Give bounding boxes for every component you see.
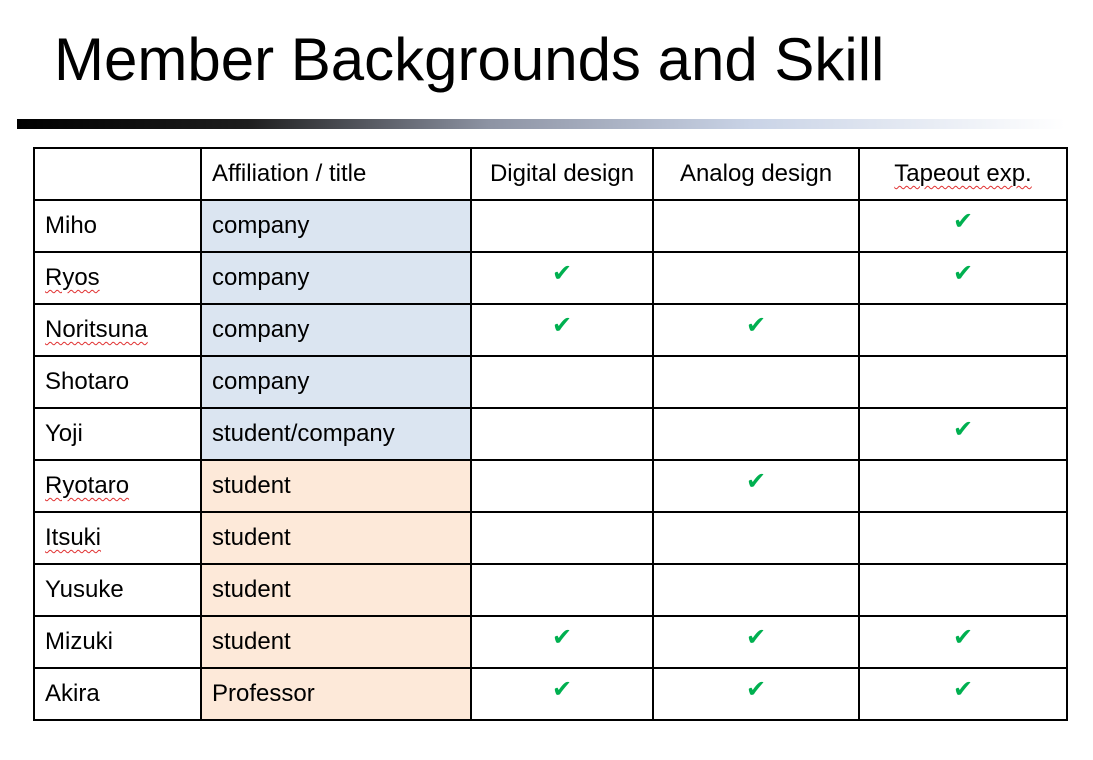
analog-skill-cell [652, 511, 860, 565]
check-mark-icon: ✔ [745, 468, 767, 495]
analog-skill-cell [652, 407, 860, 461]
table-header-row: Affiliation / title Digital design Analo… [33, 147, 1068, 201]
tapeout-skill-cell [858, 459, 1068, 513]
check-mark-icon: ✔ [551, 624, 573, 651]
tapeout-skill-cell [858, 511, 1068, 565]
table-row: Noritsuna company ✔ ✔ [33, 303, 1068, 357]
affiliation-cell: company [200, 251, 472, 305]
member-name: Itsuki [45, 524, 102, 551]
tapeout-skill-cell: ✔ [858, 667, 1068, 721]
member-name: Mizuki [45, 628, 114, 655]
header-analog-design: Analog design [652, 147, 860, 201]
check-mark-icon: ✔ [952, 624, 974, 651]
member-name-cell: Yoji [33, 407, 202, 461]
member-name-cell: Ryos [33, 251, 202, 305]
tapeout-skill-cell: ✔ [858, 199, 1068, 253]
tapeout-skill-cell: ✔ [858, 615, 1068, 669]
header-affiliation: Affiliation / title [200, 147, 472, 201]
tapeout-skill-cell [858, 355, 1068, 409]
digital-skill-cell [470, 355, 654, 409]
check-mark-icon: ✔ [551, 260, 573, 287]
check-mark-icon: ✔ [952, 416, 974, 443]
member-name-cell: Yusuke [33, 563, 202, 617]
analog-skill-cell: ✔ [652, 667, 860, 721]
member-name-cell: Mizuki [33, 615, 202, 669]
member-skill-table: Affiliation / title Digital design Analo… [33, 147, 1068, 721]
member-name: Ryos [45, 264, 100, 291]
affiliation-cell: student [200, 615, 472, 669]
affiliation-cell: student [200, 511, 472, 565]
member-name: Shotaro [45, 368, 130, 395]
member-name: Ryotaro [45, 472, 130, 499]
affiliation-cell: Professor [200, 667, 472, 721]
member-name-cell: Akira [33, 667, 202, 721]
table-row: Miho company ✔ [33, 199, 1068, 253]
member-name-cell: Shotaro [33, 355, 202, 409]
check-mark-icon: ✔ [745, 676, 767, 703]
header-tapeout-label: Tapeout exp. [894, 160, 1032, 187]
check-mark-icon: ✔ [745, 624, 767, 651]
check-mark-icon: ✔ [745, 312, 767, 339]
check-mark-icon: ✔ [952, 676, 974, 703]
table-row: Mizuki student ✔ ✔ ✔ [33, 615, 1068, 669]
analog-skill-cell: ✔ [652, 303, 860, 357]
check-mark-icon: ✔ [952, 208, 974, 235]
digital-skill-cell: ✔ [470, 303, 654, 357]
digital-skill-cell [470, 459, 654, 513]
check-mark-icon: ✔ [551, 312, 573, 339]
table-body: Miho company ✔ Ryos company ✔ ✔ Noritsuna compan… [33, 199, 1068, 721]
digital-skill-cell: ✔ [470, 251, 654, 305]
member-name: Yoji [45, 420, 83, 447]
tapeout-skill-cell [858, 303, 1068, 357]
affiliation-cell: company [200, 303, 472, 357]
header-name-column [33, 147, 202, 201]
member-name-cell: Noritsuna [33, 303, 202, 357]
member-name-cell: Itsuki [33, 511, 202, 565]
header-tapeout-exp: Tapeout exp. [858, 147, 1068, 201]
digital-skill-cell [470, 407, 654, 461]
digital-skill-cell: ✔ [470, 667, 654, 721]
digital-skill-cell [470, 563, 654, 617]
table-row: Yusuke student [33, 563, 1068, 617]
check-mark-icon: ✔ [551, 676, 573, 703]
member-name: Noritsuna [45, 316, 148, 343]
title-divider [17, 119, 1065, 129]
tapeout-skill-cell [858, 563, 1068, 617]
affiliation-cell: student/company [200, 407, 472, 461]
table-row: Shotaro company [33, 355, 1068, 409]
member-name: Akira [45, 680, 100, 707]
slide-title: Member Backgrounds and Skill [54, 26, 885, 93]
affiliation-cell: company [200, 355, 472, 409]
check-mark-icon: ✔ [952, 260, 974, 287]
affiliation-cell: student [200, 459, 472, 513]
table-row: Yoji student/company ✔ [33, 407, 1068, 461]
analog-skill-cell: ✔ [652, 459, 860, 513]
analog-skill-cell: ✔ [652, 615, 860, 669]
member-name: Yusuke [45, 576, 124, 603]
analog-skill-cell [652, 355, 860, 409]
tapeout-skill-cell: ✔ [858, 251, 1068, 305]
member-name-cell: Ryotaro [33, 459, 202, 513]
digital-skill-cell [470, 511, 654, 565]
table-row: Akira Professor ✔ ✔ ✔ [33, 667, 1068, 721]
tapeout-skill-cell: ✔ [858, 407, 1068, 461]
digital-skill-cell [470, 199, 654, 253]
table-row: Ryos company ✔ ✔ [33, 251, 1068, 305]
affiliation-cell: company [200, 199, 472, 253]
digital-skill-cell: ✔ [470, 615, 654, 669]
member-name-cell: Miho [33, 199, 202, 253]
affiliation-cell: student [200, 563, 472, 617]
table-row: Itsuki student [33, 511, 1068, 565]
analog-skill-cell [652, 563, 860, 617]
analog-skill-cell [652, 199, 860, 253]
analog-skill-cell [652, 251, 860, 305]
member-name: Miho [45, 212, 98, 239]
table-row: Ryotaro student ✔ [33, 459, 1068, 513]
header-digital-design: Digital design [470, 147, 654, 201]
